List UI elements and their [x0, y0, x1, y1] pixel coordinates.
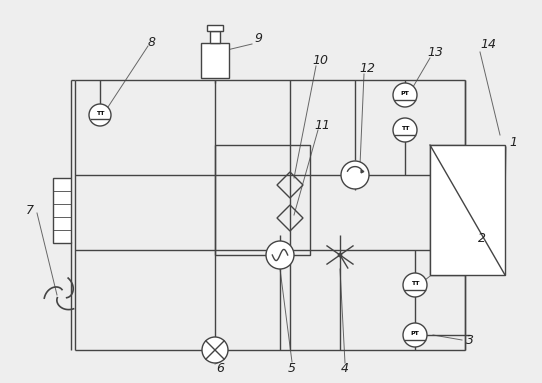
Bar	[201, 43, 229, 77]
Bar	[215, 145, 310, 255]
Text: PT: PT	[401, 91, 409, 96]
Text: 11: 11	[314, 118, 330, 131]
Circle shape	[403, 273, 427, 297]
Circle shape	[403, 323, 427, 347]
Circle shape	[202, 337, 228, 363]
Text: TT: TT	[411, 281, 419, 286]
Text: 13: 13	[427, 46, 443, 59]
Text: TT: TT	[96, 111, 104, 116]
Bar	[210, 31, 220, 43]
Text: 12: 12	[359, 62, 375, 75]
Circle shape	[266, 241, 294, 269]
Bar	[207, 25, 223, 31]
Bar	[53, 177, 71, 242]
Text: 10: 10	[312, 54, 328, 67]
Text: 8: 8	[148, 36, 156, 49]
Circle shape	[393, 83, 417, 107]
Circle shape	[341, 161, 369, 189]
Text: 2: 2	[478, 231, 486, 244]
Text: 1: 1	[509, 136, 517, 149]
Text: PT: PT	[411, 331, 420, 336]
Text: 14: 14	[480, 38, 496, 51]
Circle shape	[393, 118, 417, 142]
Text: 4: 4	[341, 362, 349, 375]
Circle shape	[89, 104, 111, 126]
Text: 7: 7	[26, 203, 34, 216]
Circle shape	[338, 253, 342, 257]
Text: 3: 3	[466, 334, 474, 347]
Text: 9: 9	[254, 31, 262, 44]
Text: TT: TT	[401, 126, 409, 131]
Text: 6: 6	[216, 362, 224, 375]
Bar	[430, 145, 505, 275]
Text: 5: 5	[288, 362, 296, 375]
